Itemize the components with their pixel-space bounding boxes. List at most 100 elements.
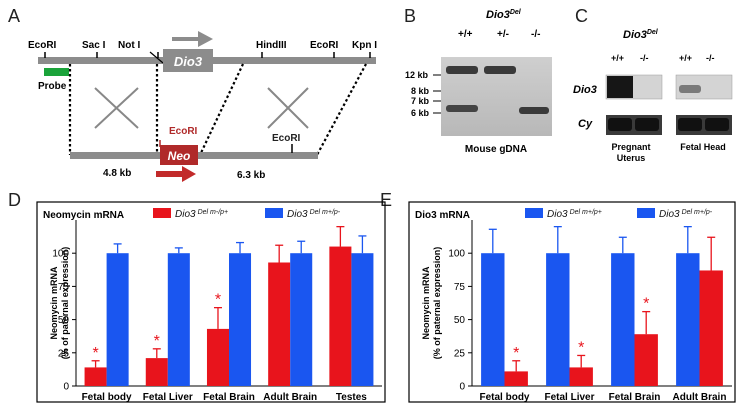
significance-marker: * xyxy=(154,333,160,350)
site-label-kpni: Kpn I xyxy=(352,40,377,51)
gel-band xyxy=(608,118,632,131)
homology-line xyxy=(199,63,244,156)
gel-c-caption: Pregnant xyxy=(611,142,650,152)
bar xyxy=(634,334,658,386)
chart-e: Dio3 mRNA Dio3 Del m+/p+ Dio3 Del m+/p-02550… xyxy=(408,201,736,403)
bar xyxy=(84,367,107,386)
chart-d: Neomycin mRNA Dio3 Del m-/p+ Dio3 Del m+/p-0… xyxy=(36,201,386,403)
neo-ecori-label: EcoRI xyxy=(169,126,198,137)
legend-swatch xyxy=(153,208,171,218)
site-label-saci: Sac I xyxy=(82,40,106,51)
chart-frame xyxy=(408,201,736,403)
significance-marker: * xyxy=(578,339,584,356)
site-label-ecori-2: EcoRI xyxy=(310,40,339,51)
genotype-label: -/- xyxy=(531,29,540,40)
genotype-label: +/+ xyxy=(611,53,624,63)
y-tick-label: 75 xyxy=(58,282,70,293)
site-label-noti: Not I xyxy=(118,40,140,51)
legend-label-sup: Del m+/p- xyxy=(310,209,341,216)
x-tick-label: Fetal Liver xyxy=(544,392,594,403)
bar xyxy=(268,262,291,386)
y-tick-label: 25 xyxy=(58,348,70,359)
gel-c-row-label: Cy xyxy=(578,118,593,130)
x-tick-label: Fetal Liver xyxy=(143,392,193,403)
gel-band xyxy=(484,66,516,74)
bar xyxy=(106,253,129,386)
gel-band xyxy=(635,118,659,131)
neo-cassette-box xyxy=(160,145,198,165)
panel-letter-e: E xyxy=(380,190,392,210)
legend-swatch xyxy=(637,208,655,218)
genotype-label: +/+ xyxy=(679,53,692,63)
gel-c-caption: Fetal Head xyxy=(680,142,726,152)
probe-label: Probe xyxy=(38,81,67,92)
y-tick-label: 50 xyxy=(454,315,466,326)
y-axis-label: Neomycin mRNA xyxy=(421,266,431,340)
legend-label: Dio3 Del m+/p- xyxy=(659,209,713,220)
bar xyxy=(206,328,229,386)
genotype-label: +/- xyxy=(497,29,509,40)
y-tick-label: 0 xyxy=(459,382,465,393)
crossover-mark xyxy=(267,87,309,129)
panel-letter-d: D xyxy=(8,190,21,210)
bar xyxy=(611,253,635,386)
bar xyxy=(229,253,252,386)
genotype-label: -/- xyxy=(706,53,715,63)
gel-band xyxy=(679,85,701,93)
legend-swatch xyxy=(525,208,543,218)
legend-label: Dio3 Del m-/p+ xyxy=(175,209,228,220)
legend-label-sup: Del m-/p+ xyxy=(198,209,229,216)
gel-band xyxy=(446,105,478,112)
bar xyxy=(290,253,313,386)
gel-band xyxy=(678,118,702,131)
panel-letter-b: B xyxy=(404,6,416,26)
bar xyxy=(546,253,570,386)
genotype-label: -/- xyxy=(640,53,649,63)
marker-label: 6 kb xyxy=(411,108,430,118)
gel-b-title: Dio3Del xyxy=(486,9,522,21)
neo-direction-arrow xyxy=(156,166,196,182)
y-tick-label: 100 xyxy=(448,249,465,260)
bar xyxy=(504,371,528,386)
panel-letter-a: A xyxy=(8,6,20,26)
bar xyxy=(676,253,700,386)
legend-label-main: Dio3 xyxy=(175,209,196,220)
marker-label: 12 kb xyxy=(405,70,429,80)
bar xyxy=(167,253,190,386)
legend-label-main: Dio3 xyxy=(287,209,308,220)
genotype-label: +/+ xyxy=(458,29,473,40)
dio3-gene-label: Dio3 xyxy=(174,54,203,69)
legend-label-main: Dio3 xyxy=(547,209,568,220)
chart-frame xyxy=(36,201,386,403)
lower-ecori-label: EcoRI xyxy=(272,133,301,144)
site-label-ecori-1: EcoRI xyxy=(28,40,57,51)
significance-marker: * xyxy=(513,345,519,362)
noti-pointer xyxy=(149,51,164,64)
x-tick-label: Fetal Brain xyxy=(203,392,255,403)
gel-band xyxy=(705,118,729,131)
legend-label: Dio3 Del m+/p+ xyxy=(547,209,602,220)
homology-line xyxy=(316,63,367,156)
y-tick-label: 0 xyxy=(63,382,69,393)
neo-label: Neo xyxy=(168,149,191,163)
legend-label-sup: Del m+/p- xyxy=(682,209,713,216)
chart-title: Neomycin mRNA xyxy=(43,210,124,221)
y-tick-label: 75 xyxy=(454,282,466,293)
site-label-hindiii: HindIII xyxy=(256,40,287,51)
panel-c: C Dio3Del +/+ -/- +/+ -/- Dio3 Cy Pregna… xyxy=(573,6,733,163)
dio3-direction-arrow xyxy=(172,31,213,47)
y-axis-label: (% of paternal expression) xyxy=(60,247,70,360)
panel-letter-c: C xyxy=(575,6,588,26)
bar xyxy=(481,253,505,386)
gel-band xyxy=(446,66,478,74)
x-tick-label: Fetal body xyxy=(479,392,529,403)
dio3-gene-box xyxy=(163,49,213,72)
x-tick-label: Testes xyxy=(336,392,367,403)
y-axis-label: Neomycin mRNA xyxy=(49,266,59,340)
gel-c-caption: Uterus xyxy=(617,153,646,163)
gel-b-caption: Mouse gDNA xyxy=(465,144,527,155)
panel-a: A EcoRI Sac I Not I HindIII EcoRI Kpn I … xyxy=(8,6,377,182)
chart-title: Dio3 mRNA xyxy=(415,210,470,221)
gel-c-title: Dio3Del xyxy=(623,29,659,41)
x-tick-label: Adult Brain xyxy=(263,392,317,403)
